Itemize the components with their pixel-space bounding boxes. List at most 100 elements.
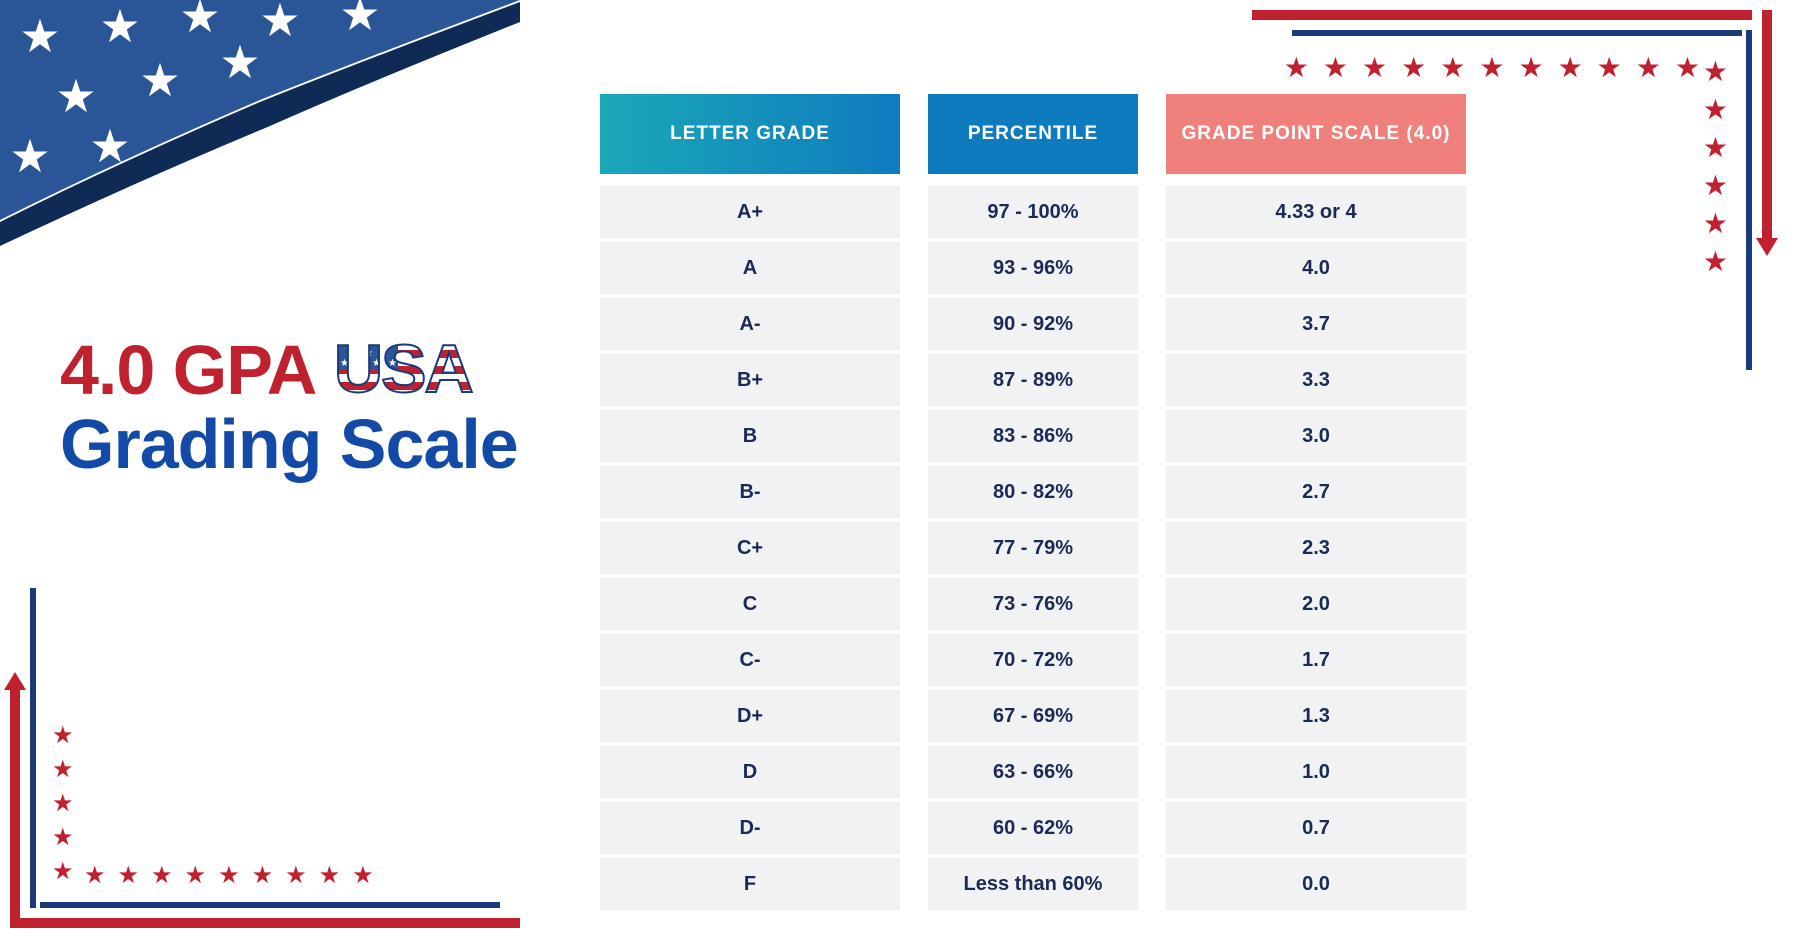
star-icon: ★ (1636, 54, 1661, 82)
table-cell-letter: D+ (600, 690, 900, 742)
star-icon: ★ (52, 860, 74, 884)
table-cell-gps: 3.0 (1166, 410, 1466, 462)
star-icon: ★ (1479, 54, 1504, 82)
frame-bar (30, 588, 36, 908)
star-icon: ★ (185, 864, 207, 888)
svg-text:★: ★ (219, 36, 260, 88)
flag-corner-graphic: ★ ★ ★ ★ ★ ★ ★ ★ ★ ★ (0, 0, 520, 260)
star-icon: ★ (1703, 58, 1728, 86)
table-cell-gps: 2.7 (1166, 466, 1466, 518)
table-cell-letter: C- (600, 634, 900, 686)
star-icon: ★ (52, 758, 74, 782)
table-cell-letter: D (600, 746, 900, 798)
table-cell-letter: A (600, 242, 900, 294)
table-cell-percentile: 67 - 69% (928, 690, 1138, 742)
star-icon: ★ (1518, 54, 1543, 82)
star-icon: ★ (1362, 54, 1387, 82)
star-icon: ★ (151, 864, 173, 888)
table-cell-gps: 3.7 (1166, 298, 1466, 350)
star-icon: ★ (1703, 172, 1728, 200)
table-cell-gps: 0.7 (1166, 802, 1466, 854)
svg-text:★: ★ (55, 70, 96, 122)
star-icon: ★ (218, 864, 240, 888)
svg-text:★: ★ (19, 10, 60, 62)
svg-text:USA: USA (334, 334, 472, 406)
column-header: GRADE POINT SCALE (4.0) (1166, 94, 1466, 174)
table-cell-letter: A- (600, 298, 900, 350)
frame-bar (10, 918, 520, 928)
table-cell-percentile: 63 - 66% (928, 746, 1138, 798)
table-cell-gps: 1.3 (1166, 690, 1466, 742)
table-cell-letter: B (600, 410, 900, 462)
table-cell-letter: F (600, 858, 900, 910)
table-cell-letter: B+ (600, 354, 900, 406)
column-header: PERCENTILE (928, 94, 1138, 174)
star-icon: ★ (1558, 54, 1583, 82)
table-cell-gps: 4.33 or 4 (1166, 186, 1466, 238)
column-letter-grade: LETTER GRADE A+AA-B+BB-C+CC-D+DD-F (600, 94, 900, 914)
table-cell-percentile: Less than 60% (928, 858, 1138, 910)
usa-flag-text-icon: USA ★★★★ ★★★ ★★★★ USA (334, 334, 514, 406)
table-cell-letter: C (600, 578, 900, 630)
svg-text:★: ★ (339, 0, 380, 40)
star-icon: ★ (1675, 54, 1700, 82)
table-cell-gps: 1.0 (1166, 746, 1466, 798)
frame-bar (1252, 10, 1752, 20)
star-icon: ★ (319, 864, 341, 888)
table-cell-percentile: 97 - 100% (928, 186, 1138, 238)
table-cell-percentile: 87 - 89% (928, 354, 1138, 406)
title-gpa-text: 4.0 GPA (60, 330, 316, 410)
frame-bar (1762, 10, 1772, 240)
frame-bar (1746, 30, 1752, 370)
svg-text:★: ★ (9, 130, 50, 182)
star-icon: ★ (352, 864, 374, 888)
frame-bar (1292, 30, 1742, 36)
table-cell-gps: 4.0 (1166, 242, 1466, 294)
svg-text:★: ★ (179, 0, 220, 42)
table-cell-gps: 2.3 (1166, 522, 1466, 574)
star-icon: ★ (1703, 248, 1728, 276)
table-cell-gps: 2.0 (1166, 578, 1466, 630)
star-icon: ★ (52, 724, 74, 748)
table-cell-letter: B- (600, 466, 900, 518)
table-cell-gps: 3.3 (1166, 354, 1466, 406)
star-icon: ★ (118, 864, 140, 888)
star-icon: ★ (1703, 134, 1728, 162)
star-icon: ★ (1323, 54, 1348, 82)
star-icon: ★ (1597, 54, 1622, 82)
column-percentile: PERCENTILE 97 - 100%93 - 96%90 - 92%87 -… (928, 94, 1138, 914)
table-cell-percentile: 77 - 79% (928, 522, 1138, 574)
grading-table: LETTER GRADE A+AA-B+BB-C+CC-D+DD-F PERCE… (600, 94, 1470, 914)
table-cell-letter: D- (600, 802, 900, 854)
star-icon: ★ (1284, 54, 1309, 82)
table-cell-percentile: 73 - 76% (928, 578, 1138, 630)
page-title: 4.0 GPA USA ★★★★ ★★★ (60, 330, 570, 484)
frame-bar (10, 688, 20, 928)
table-cell-gps: 0.0 (1166, 858, 1466, 910)
star-icon: ★ (52, 792, 74, 816)
title-subtitle: Grading Scale (60, 404, 570, 484)
star-icon: ★ (1401, 54, 1426, 82)
table-cell-percentile: 90 - 92% (928, 298, 1138, 350)
star-icon: ★ (84, 864, 106, 888)
star-icon: ★ (1703, 210, 1728, 238)
table-cell-letter: C+ (600, 522, 900, 574)
table-cell-letter: A+ (600, 186, 900, 238)
star-icon: ★ (52, 826, 74, 850)
column-header: LETTER GRADE (600, 94, 900, 174)
table-cell-percentile: 60 - 62% (928, 802, 1138, 854)
table-cell-percentile: 70 - 72% (928, 634, 1138, 686)
svg-text:★: ★ (99, 0, 140, 52)
svg-text:★: ★ (259, 0, 300, 46)
table-cell-percentile: 80 - 82% (928, 466, 1138, 518)
star-icon: ★ (1440, 54, 1465, 82)
frame-bar (40, 902, 500, 908)
star-icon: ★ (1703, 96, 1728, 124)
table-cell-percentile: 93 - 96% (928, 242, 1138, 294)
bottom-left-frame: ★ ★ ★ ★ ★ ★ ★ ★ ★ ★ ★ ★ ★ ★ (10, 568, 530, 928)
svg-text:★: ★ (139, 54, 180, 106)
column-grade-point-scale: GRADE POINT SCALE (4.0) 4.33 or 44.03.73… (1166, 94, 1466, 914)
star-icon: ★ (252, 864, 274, 888)
table-cell-gps: 1.7 (1166, 634, 1466, 686)
star-icon: ★ (285, 864, 307, 888)
